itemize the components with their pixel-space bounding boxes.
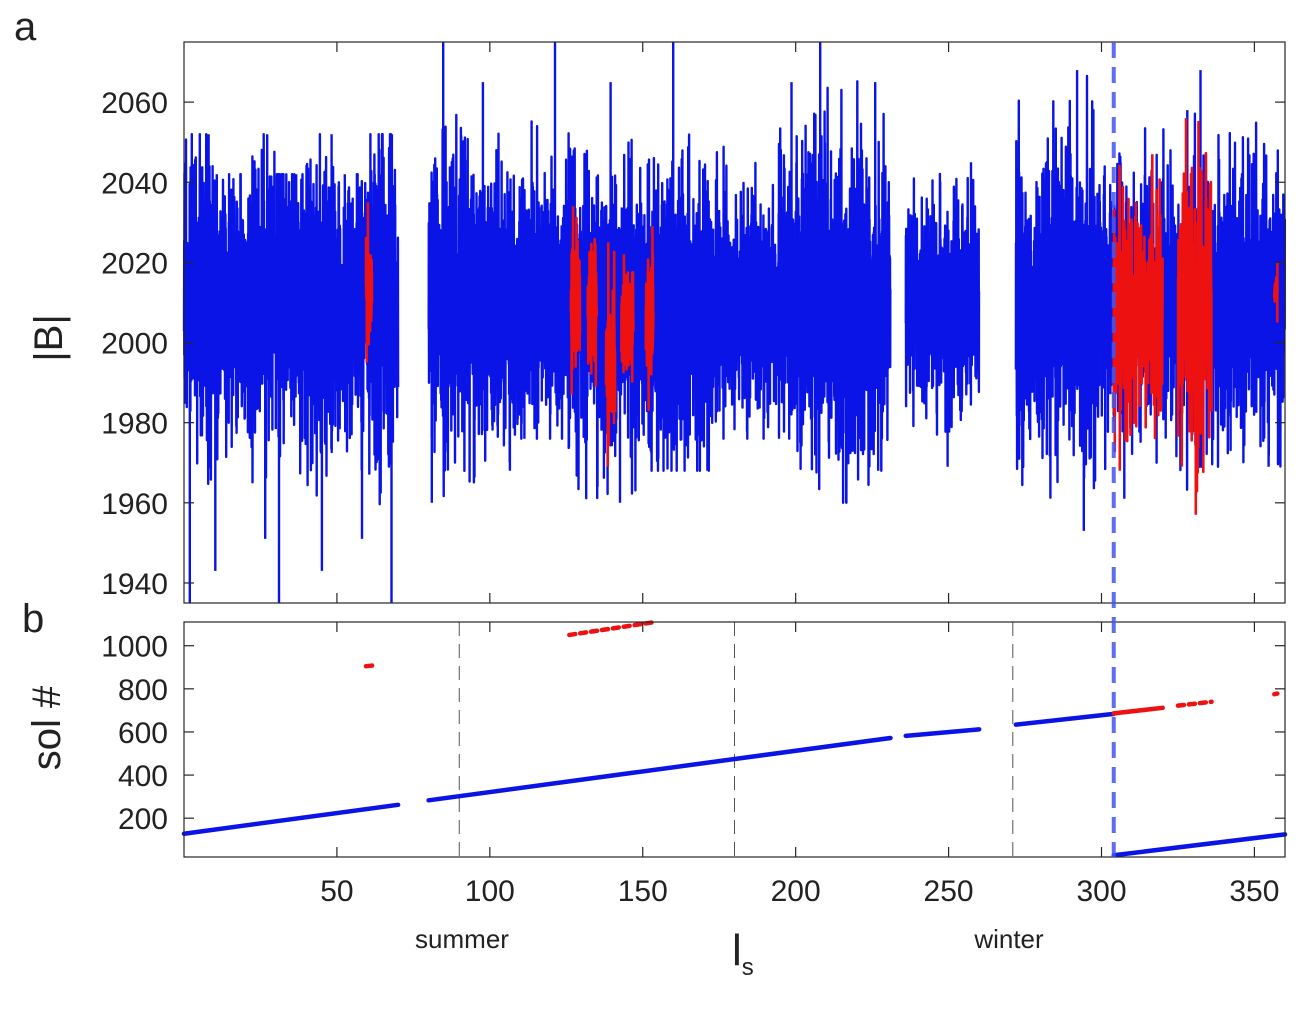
a-series-normal-1-1 [473,82,522,471]
a-ytick-label-4: 2020 [101,247,168,280]
a-series-normal-1-0 [427,42,476,503]
season-label-summer: summer [415,924,509,954]
b-series-normal-0 [181,802,401,836]
panel-b-x-axis-label: ls [732,926,754,981]
a-series-normal-3-0 [1014,70,1103,531]
panel-a-y-ticks: 1940 1960 1980 2000 2020 2040 2060 [101,42,1285,603]
a-series-highlight-7 [1176,118,1213,515]
season-label-winter: winter [973,924,1044,954]
panel-a-frame [183,41,1286,604]
a-series-highlight-3 [604,242,617,467]
b-ytick-label-2: 600 [118,717,168,750]
panel-b-frame [183,621,1286,858]
a-series-normal-0-2 [244,133,277,539]
a-series-highlight-4 [620,254,635,383]
a-series-highlight-6 [1112,154,1164,471]
a-series-normal-1-4 [641,42,721,472]
panel-b-ticks: 200 400 600 800 1000 50 100 150 200 250 300 350 [101,622,1285,908]
a-series-normal-1-7 [870,82,892,472]
a-series-normal-0-1 [213,173,247,571]
a-ytick-label-1: 1960 [101,488,168,521]
panel-a-data [182,42,1286,603]
b-xtick-label-5: 300 [1076,875,1126,908]
panel-a-y-axis-label: |B| [27,314,71,361]
b-series-normal-4 [1111,832,1288,858]
a-ytick-label-0: 1940 [101,568,168,601]
panel-b: 200 400 600 800 1000 50 100 150 200 250 300 350 sol… [25,619,1288,981]
b-xtick-label-2: 150 [618,875,668,908]
a-series-normal-0-6 [366,133,400,603]
panel-b-y-axis-label: sol # [25,685,69,770]
a-series-normal-1-5 [718,82,797,440]
panel-label-b: b [22,597,44,641]
a-ytick-label-3: 2000 [101,328,168,361]
a-series-highlight-5 [644,226,655,411]
a-series-normal-1-6 [794,42,874,504]
a-series-highlight-0 [364,202,374,363]
a-series-highlight-8 [1273,262,1279,323]
a-series-highlight-2 [586,238,599,387]
a-series-normal-0-0 [182,133,216,603]
b-xtick-label-1: 100 [465,875,515,908]
b-series-highlight-3 [1175,699,1214,708]
b-series-highlight-1 [567,619,658,638]
b-series-normal-3 [1013,711,1116,727]
b-series-highlight-4 [1272,691,1280,697]
b-series-highlight-0 [363,663,375,669]
a-ytick-label-2: 1980 [101,408,168,441]
a-series-normal-1-2 [519,42,568,440]
b-ytick-label-4: 1000 [101,631,168,664]
b-ytick-label-1: 400 [118,760,168,793]
panel-label-a: a [14,5,37,49]
b-xtick-label-0: 50 [320,875,353,908]
a-ytick-label-6: 2060 [101,87,168,120]
panel-a: 1940 1960 1980 2000 2020 2040 2060 |B| [27,41,1286,604]
b-xtick-label-6: 350 [1229,875,1279,908]
b-xtick-label-3: 200 [771,875,821,908]
b-series-normal-1 [426,735,893,803]
a-series-normal-0-5 [335,173,369,539]
b-series-highlight-2 [1111,705,1165,716]
a-ytick-label-5: 2040 [101,167,168,200]
b-series-normal-2 [903,727,982,739]
b-ytick-label-0: 200 [118,803,168,836]
b-ytick-label-3: 800 [118,674,168,707]
a-series-normal-2-0 [904,162,981,467]
a-series-highlight-1 [569,206,582,395]
a-series-normal-0-4 [305,133,339,571]
b-xtick-label-4: 250 [924,875,974,908]
panel-b-data [181,619,1288,858]
a-series-normal-0-3 [274,173,308,603]
